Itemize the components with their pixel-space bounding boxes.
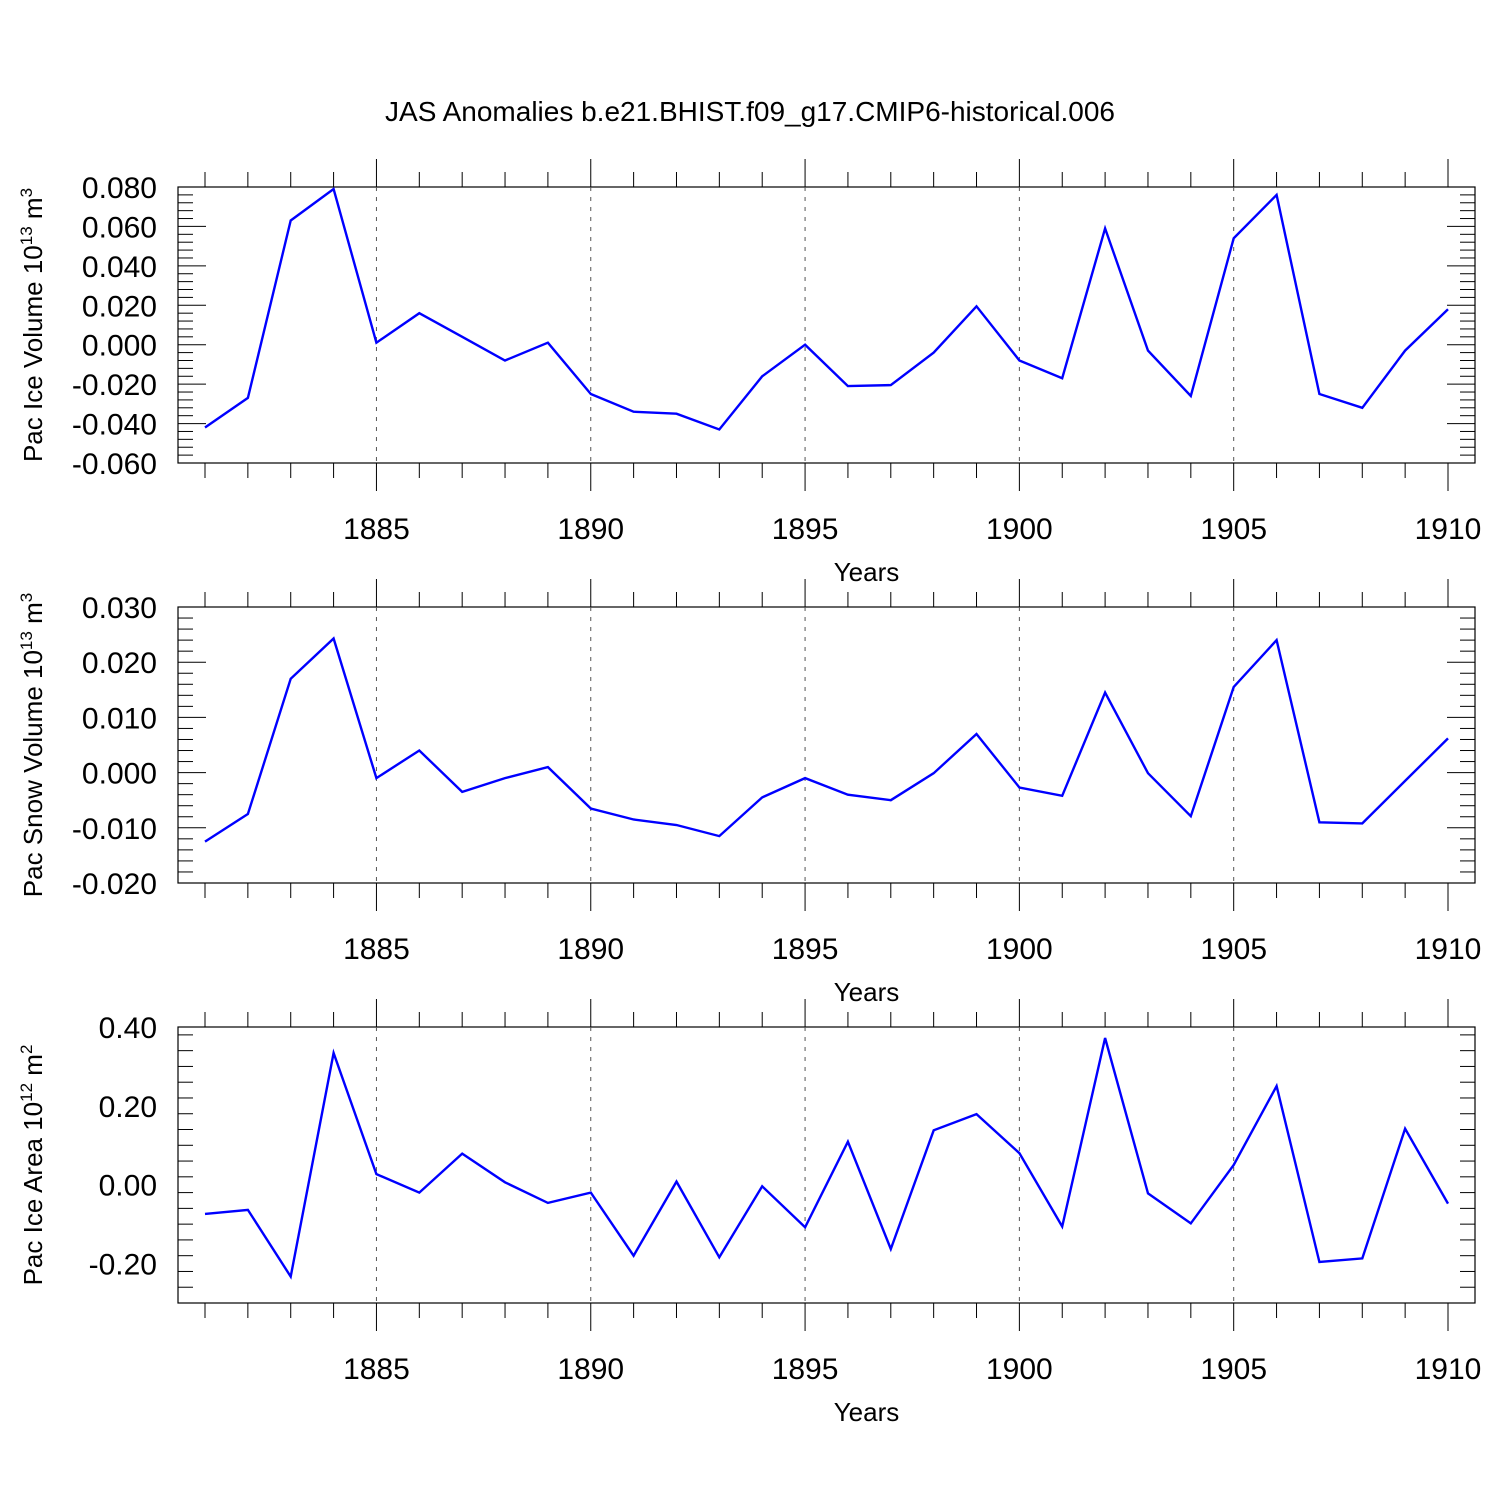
plot-frame [177, 186, 1476, 464]
y-tick-label: -0.020 [72, 868, 157, 901]
x-tick-label: 1890 [557, 933, 624, 966]
x-tick-label: 1890 [557, 513, 624, 546]
x-axis-label: Years [834, 1397, 900, 1427]
x-tick-label: 1895 [772, 513, 839, 546]
x-tick-label: 1885 [343, 933, 410, 966]
panel-ice-area: 1885 1890 1895 1900 1905 1910 Years -0.20 0.00 0.… [17, 999, 1481, 1427]
y-tick-label: 0.000 [82, 758, 157, 791]
series-line [204, 1037, 1450, 1280]
y-tick-label: 0.40 [99, 1012, 157, 1045]
y-tick-label: -0.060 [72, 448, 157, 481]
y-tick-label: 0.040 [82, 251, 157, 284]
y-tick-label: 0.00 [99, 1170, 157, 1203]
x-tick-label: 1900 [986, 933, 1053, 966]
y-axis-label: Pac Snow Volume 1013 m3 [17, 593, 48, 897]
y-tick-label: -0.010 [72, 813, 157, 846]
y-tick-label: 0.030 [82, 592, 157, 625]
plot-frame [177, 606, 1476, 884]
x-tick-label: 1910 [1415, 1353, 1482, 1386]
panel-snow-volume: 1885 1890 1895 1900 1905 1910 Years -0.020 -0.01… [17, 579, 1481, 1007]
x-tick-label: 1905 [1200, 1353, 1267, 1386]
y-tick-label: 0.060 [82, 211, 157, 244]
x-tick-label: 1885 [343, 1353, 410, 1386]
x-axis-label: Years [834, 977, 900, 1007]
x-tick-label: 1885 [343, 513, 410, 546]
y-axis-label: Pac Ice Volume 1013 m3 [17, 188, 48, 462]
y-tick-label: 0.080 [82, 172, 157, 205]
y-tick-label: 0.000 [82, 330, 157, 363]
y-tick-label: 0.020 [82, 647, 157, 680]
y-tick-label: 0.020 [82, 290, 157, 323]
panel-ice-volume: 1885 1890 1895 1900 1905 1910 Years -0.060 -0.04… [17, 159, 1481, 587]
x-axis-label: Years [834, 557, 900, 587]
y-tick-label: 0.010 [82, 702, 157, 735]
x-tick-label: 1905 [1200, 513, 1267, 546]
x-tick-label: 1905 [1200, 933, 1267, 966]
x-tick-label: 1900 [986, 513, 1053, 546]
y-tick-label: -0.020 [72, 369, 157, 402]
series-line [204, 636, 1449, 843]
x-tick-label: 1895 [772, 933, 839, 966]
plot-frame [177, 1026, 1476, 1304]
series-line [204, 187, 1449, 431]
y-tick-label: 0.20 [99, 1091, 157, 1124]
y-axis-label: Pac Ice Area 1012 m2 [17, 1045, 48, 1286]
y-tick-label: -0.20 [89, 1249, 157, 1282]
x-tick-label: 1910 [1415, 513, 1482, 546]
x-tick-label: 1890 [557, 1353, 624, 1386]
y-tick-label: -0.040 [72, 409, 157, 442]
x-tick-label: 1900 [986, 1353, 1053, 1386]
chart-title: JAS Anomalies b.e21.BHIST.f09_g17.CMIP6-… [385, 96, 1115, 127]
x-tick-label: 1910 [1415, 933, 1482, 966]
x-tick-label: 1895 [772, 1353, 839, 1386]
